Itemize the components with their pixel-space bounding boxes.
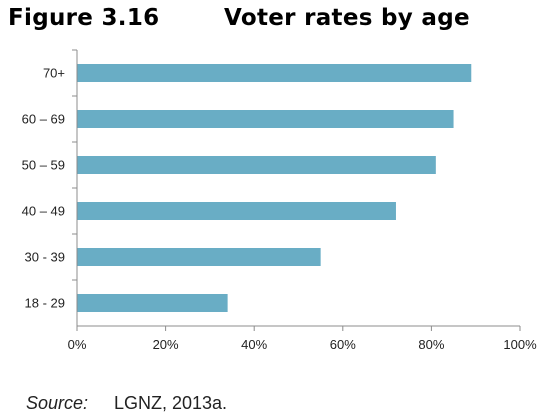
x-tick-label: 40% bbox=[241, 337, 267, 352]
bar-1 bbox=[77, 110, 454, 128]
bar-4 bbox=[77, 248, 321, 266]
bar-0 bbox=[77, 64, 472, 82]
labels-layer: 70+ 60 – 69 50 – 59 40 – 49 30 - 39 18 - 29 0%… bbox=[22, 66, 537, 353]
category-label: 18 - 29 bbox=[25, 296, 65, 311]
bar-3 bbox=[77, 202, 396, 220]
x-tick-label: 80% bbox=[418, 337, 444, 352]
x-tick-label: 0% bbox=[68, 337, 87, 352]
category-label: 70+ bbox=[43, 66, 65, 81]
source-label: Source: bbox=[26, 393, 89, 413]
axis-layer bbox=[72, 49, 521, 331]
category-label: 60 – 69 bbox=[22, 112, 65, 127]
category-label: 30 - 39 bbox=[25, 250, 65, 265]
source-text: LGNZ, 2013a. bbox=[114, 393, 228, 413]
x-tick-label: 100% bbox=[503, 337, 537, 352]
bar-5 bbox=[77, 294, 228, 312]
source-note: Source: LGNZ, 2013a. bbox=[26, 392, 227, 414]
bars-layer bbox=[77, 64, 472, 312]
figure-number: Figure 3.16 bbox=[8, 5, 160, 31]
category-label: 50 – 59 bbox=[22, 158, 65, 173]
chart-title: Voter rates by age bbox=[224, 5, 470, 31]
x-tick-label: 20% bbox=[153, 337, 179, 352]
bar-2 bbox=[77, 156, 436, 174]
x-tick-label: 60% bbox=[330, 337, 356, 352]
category-label: 40 – 49 bbox=[22, 204, 65, 219]
bar-chart: 70+ 60 – 69 50 – 59 40 – 49 30 - 39 18 - 29 0%… bbox=[22, 49, 537, 353]
figure-header: Figure 3.16 Voter rates by age bbox=[8, 2, 538, 36]
